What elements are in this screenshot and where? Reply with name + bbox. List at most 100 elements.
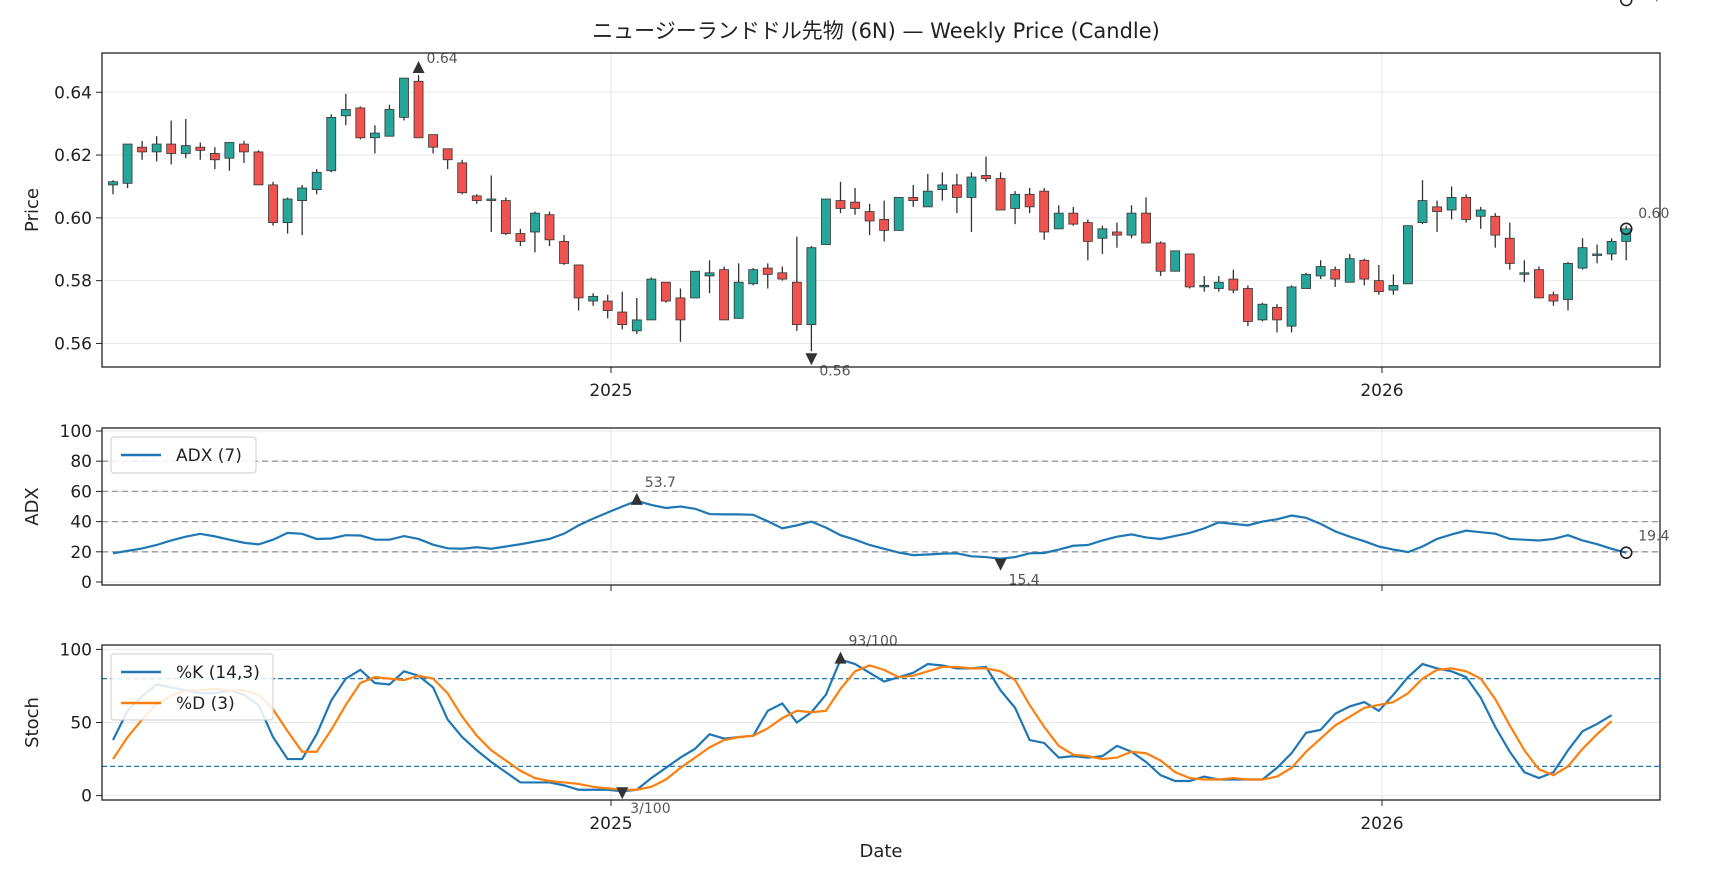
chart-title: ニュージーランドドル先物 (6N) — Weekly Price (Candle…: [592, 19, 1160, 43]
stoch-last-marker: [1619, 0, 1633, 7]
candle-body: [544, 214, 555, 241]
candle-body: [937, 184, 948, 190]
candle-body: [340, 109, 351, 117]
candle-body: [530, 212, 540, 233]
candle-body: [1417, 200, 1428, 223]
adx-legend-box: [110, 436, 257, 474]
candle-body: [1112, 231, 1122, 236]
candle-body: [922, 190, 933, 208]
price-ylabel: Price: [22, 188, 43, 232]
candle-body: [253, 151, 264, 186]
price-last-label: 0.60: [1638, 206, 1669, 222]
candle-body: [733, 281, 744, 319]
candle-body: [137, 146, 148, 153]
candle-body: [1199, 284, 1210, 288]
stoch-max-label: 93/100: [849, 634, 898, 650]
candle-body: [1475, 209, 1486, 217]
candle-body: [573, 264, 584, 299]
candle-body: [850, 201, 860, 209]
candle-body: [1184, 253, 1195, 288]
x-axis-label: Date: [859, 841, 902, 862]
candle-body: [1548, 294, 1559, 302]
candle-body: [355, 107, 366, 139]
candle-body: [515, 233, 526, 242]
adx-min-marker: [994, 558, 1007, 571]
adx-last-marker: [1619, 546, 1633, 559]
price-low-label: 0.56: [819, 363, 850, 379]
candle-body: [1359, 259, 1370, 280]
candle-body: [1228, 278, 1239, 291]
candle-body: [1490, 215, 1501, 236]
candle-body: [1344, 258, 1355, 283]
candle-body: [1563, 262, 1573, 300]
adx-last-label: 19.4: [1638, 529, 1669, 545]
candle-body: [1082, 222, 1093, 242]
candle-body: [1461, 197, 1472, 220]
adx-panel: 0 20 40 60 80 100 ADX 53.7 15.4 19.4 ADX (7): [22, 422, 1669, 593]
candle-body: [428, 134, 439, 148]
candle-body: [646, 278, 657, 321]
candle-body: [486, 198, 497, 201]
candle-body: [326, 116, 337, 172]
candle-body: [1010, 193, 1020, 209]
adx-ylabel: ADX: [22, 487, 43, 526]
candle-body: [195, 146, 206, 151]
adx-ytick-label: 80: [70, 452, 92, 472]
candle-body: [675, 297, 686, 321]
candle-body: [239, 143, 249, 153]
stoch-ytick-label: 50: [70, 714, 92, 734]
candle-body: [1024, 193, 1035, 208]
candle-body: [457, 162, 468, 194]
candle-body: [471, 195, 482, 201]
candle-body: [180, 145, 191, 154]
candle-body: [719, 269, 729, 321]
candle-body: [908, 197, 919, 201]
candle-body: [1446, 197, 1457, 211]
adx-ytick-label: 100: [60, 422, 92, 442]
candle-body: [704, 272, 715, 277]
price-low-marker: [805, 353, 818, 366]
candle-body: [1373, 280, 1384, 293]
stoch-xtick-label: 2025: [589, 814, 632, 834]
adx-frame: [101, 427, 1661, 586]
candle-body: [399, 77, 409, 118]
stoch-legend-k-label: %K (14,3): [176, 663, 260, 683]
candle-body: [384, 109, 395, 137]
candle-body: [1257, 303, 1268, 321]
stoch-ylabel: Stoch: [22, 697, 43, 748]
candle-body: [209, 153, 220, 161]
adx-min-label: 15.4: [1009, 573, 1040, 589]
candle-body: [762, 267, 773, 275]
candle-body: [108, 181, 118, 186]
candle-body: [1039, 190, 1050, 233]
candle-body: [602, 300, 613, 311]
candle-body: [995, 178, 1006, 211]
candle-body: [1286, 286, 1297, 327]
price-ytick-label: 0.62: [54, 146, 92, 166]
candle-body: [748, 269, 759, 285]
candle-body: [369, 132, 380, 139]
stoch-last-label: 55/100: [1638, 0, 1687, 4]
candle-body: [413, 80, 424, 139]
candle-body: [1330, 269, 1341, 280]
stoch-legend-d-label: %D (3): [176, 694, 235, 714]
candle-body: [806, 247, 817, 326]
candle-body: [1053, 212, 1064, 230]
candle-body: [1272, 306, 1282, 321]
candle-body: [1432, 206, 1442, 212]
candle-body: [879, 219, 890, 231]
candle-body: [1606, 240, 1617, 255]
candle-body: [1155, 242, 1166, 272]
candle-body: [1504, 237, 1515, 264]
candle-body: [1301, 273, 1311, 289]
price-last-marker: [1619, 222, 1633, 236]
adx-line: [112, 499, 1627, 560]
candle-body: [588, 295, 599, 302]
price-ytick-label: 0.64: [54, 83, 92, 103]
candle-body: [821, 198, 831, 245]
candle-body: [311, 171, 322, 190]
candle-body: [268, 184, 278, 223]
candle-body: [282, 198, 293, 223]
candle-body: [617, 311, 628, 326]
candle-body: [442, 148, 453, 161]
